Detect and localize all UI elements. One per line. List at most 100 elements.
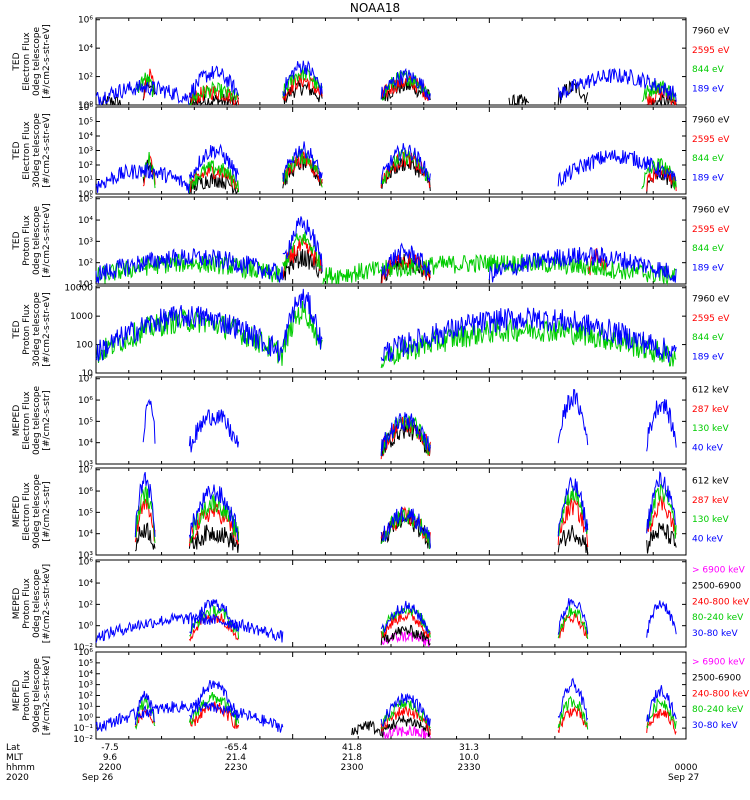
- series-line: [188, 81, 240, 106]
- y-axis-label-line: MEPED: [12, 496, 22, 528]
- y-axis-label-line: Proton Flux: [22, 215, 32, 266]
- y-axis-label-line: [#/cm2-s-str]: [42, 481, 52, 541]
- y-tick-label: 10⁶: [78, 558, 93, 568]
- legend-entry: 7960 eV: [692, 294, 730, 304]
- y-axis-label-line: 30deg telescope: [32, 113, 42, 188]
- figure-title: NOAA18: [350, 1, 400, 15]
- series-line: [142, 398, 156, 444]
- legend-entry: 80-240 keV: [692, 705, 744, 715]
- panel-frame: [95, 651, 687, 740]
- series-line: [381, 604, 431, 638]
- y-tick-label: 10⁰: [78, 622, 93, 632]
- series-line: [189, 93, 240, 107]
- series-line: [557, 598, 589, 635]
- panel-frame: [95, 467, 687, 556]
- legend-entry: 844 eV: [692, 244, 725, 254]
- y-tick-label: 10⁻¹: [73, 724, 93, 734]
- series-line: [134, 472, 156, 538]
- series-line: [646, 471, 677, 534]
- y-axis-label-line: Electron Flux: [22, 482, 32, 541]
- y-axis-label-line: 0deg telescope: [32, 386, 42, 456]
- series-line: [188, 502, 240, 547]
- footer-value: 0000: [675, 763, 698, 773]
- series-40-kev: [134, 471, 677, 549]
- y-tick-label: 10⁴: [78, 439, 93, 449]
- legend-entry: 7960 eV: [692, 115, 730, 125]
- series-line: [95, 700, 284, 733]
- series-line: [646, 167, 677, 194]
- series-line: [134, 498, 156, 543]
- series-line: [557, 525, 589, 555]
- y-tick-label: 10³: [78, 551, 93, 561]
- panel-frame: [95, 376, 687, 465]
- y-axis-label-line: Proton Flux: [22, 578, 32, 629]
- y-tick-label: 10³: [78, 681, 93, 691]
- y-axis-label-line: TED: [12, 141, 22, 160]
- series--6900-kev: [380, 724, 431, 739]
- legend-entry: 287 keV: [692, 405, 729, 415]
- series-line: [380, 692, 431, 728]
- y-tick-label: 10³: [78, 147, 93, 157]
- y-tick-label: 10³: [78, 460, 93, 470]
- footer-value: -7.5: [101, 743, 119, 753]
- y-axis-label: TEDElectron Flux30deg telescope[#/cm2-s-…: [12, 113, 52, 188]
- series-2500-6900: [351, 715, 431, 739]
- footer-value: 21.8: [342, 753, 362, 763]
- y-axis-label-line: [#/cm2-s-str]: [42, 390, 52, 450]
- series-line: [380, 242, 431, 278]
- footer-value: Sep 26: [82, 773, 114, 783]
- footer-row-2020: 2020 Sep 26 Sep 27: [6, 773, 699, 783]
- series-line: [189, 599, 239, 635]
- series-80-240-kev: [189, 603, 589, 640]
- series-line: [188, 172, 240, 195]
- footer-value: 9.6: [103, 753, 118, 763]
- legend-entry: 844 eV: [692, 154, 725, 164]
- y-tick-label: 10⁶: [78, 103, 93, 113]
- series-30-80-kev: [95, 677, 677, 733]
- series-30-80-kev: [95, 598, 677, 643]
- y-tick-label: 10⁷: [78, 375, 93, 385]
- y-tick-label: 10⁶: [78, 487, 93, 497]
- y-tick-label: 10⁶: [78, 16, 93, 26]
- panels: 10⁰ 10² 10⁴ 10⁶ TED Electron Flux 0deg telesco…: [12, 16, 750, 745]
- series-line: [188, 160, 240, 193]
- y-axis-label-line: [#/cm2-s-str-eV]: [42, 113, 52, 188]
- y-tick-label: 10⁵: [78, 195, 93, 205]
- y-tick-label: 10²: [78, 161, 93, 171]
- series-line: [134, 690, 156, 726]
- y-axis-label-line: 30deg telescope: [32, 292, 42, 367]
- y-axis-label-line: [#/cm2-s-str-eV]: [42, 292, 52, 367]
- series-line: [557, 477, 589, 537]
- footer-value: 31.3: [459, 743, 479, 753]
- y-tick-label: 10²: [78, 259, 93, 269]
- series-line: [282, 300, 323, 353]
- footer-row-label: Lat: [6, 743, 21, 753]
- y-axis-label: TEDProton Flux30deg telescope[#/cm2-s-st…: [12, 292, 52, 367]
- panel-ted-electron-0deg: 10⁰ 10² 10⁴ 10⁶ TEDElectron Flux0deg telesco…: [12, 16, 730, 111]
- series-line: [380, 148, 431, 185]
- y-axis-label: MEPEDProton Flux0deg telescope[#/cm2-s-s…: [12, 564, 52, 643]
- series-189-ev: [95, 288, 677, 363]
- y-axis-label-line: [#/cm2-s-str-eV]: [42, 24, 52, 99]
- panel-meped-proton-0deg: 10⁻² 10⁰ 10² 10⁴ 10⁶ MEPEDProton Flux0deg tel…: [12, 558, 750, 653]
- legend-entry: 30-80 keV: [692, 721, 738, 731]
- footer-value: 21.4: [226, 753, 246, 763]
- y-axis-label-line: MEPED: [12, 588, 22, 620]
- panel-frame: [95, 559, 687, 648]
- series-line: [282, 80, 323, 105]
- y-tick-label: 10²: [78, 692, 93, 702]
- series-844-ev: [142, 148, 677, 193]
- footer-row-label: hhmm: [6, 763, 35, 773]
- y-tick-label: 10⁶: [78, 396, 93, 406]
- legend-entry: 2500-6900: [692, 673, 741, 683]
- legend-entry: 240-800 keV: [692, 689, 750, 699]
- legend-entry: 287 keV: [692, 496, 729, 506]
- series-line: [557, 677, 589, 722]
- series-line: [282, 151, 323, 187]
- footer-value: 2330: [458, 763, 481, 773]
- series-line: [646, 708, 677, 736]
- y-tick-label: 10⁴: [78, 530, 93, 540]
- series-line: [646, 161, 677, 192]
- legend-entry: 189 eV: [692, 84, 725, 94]
